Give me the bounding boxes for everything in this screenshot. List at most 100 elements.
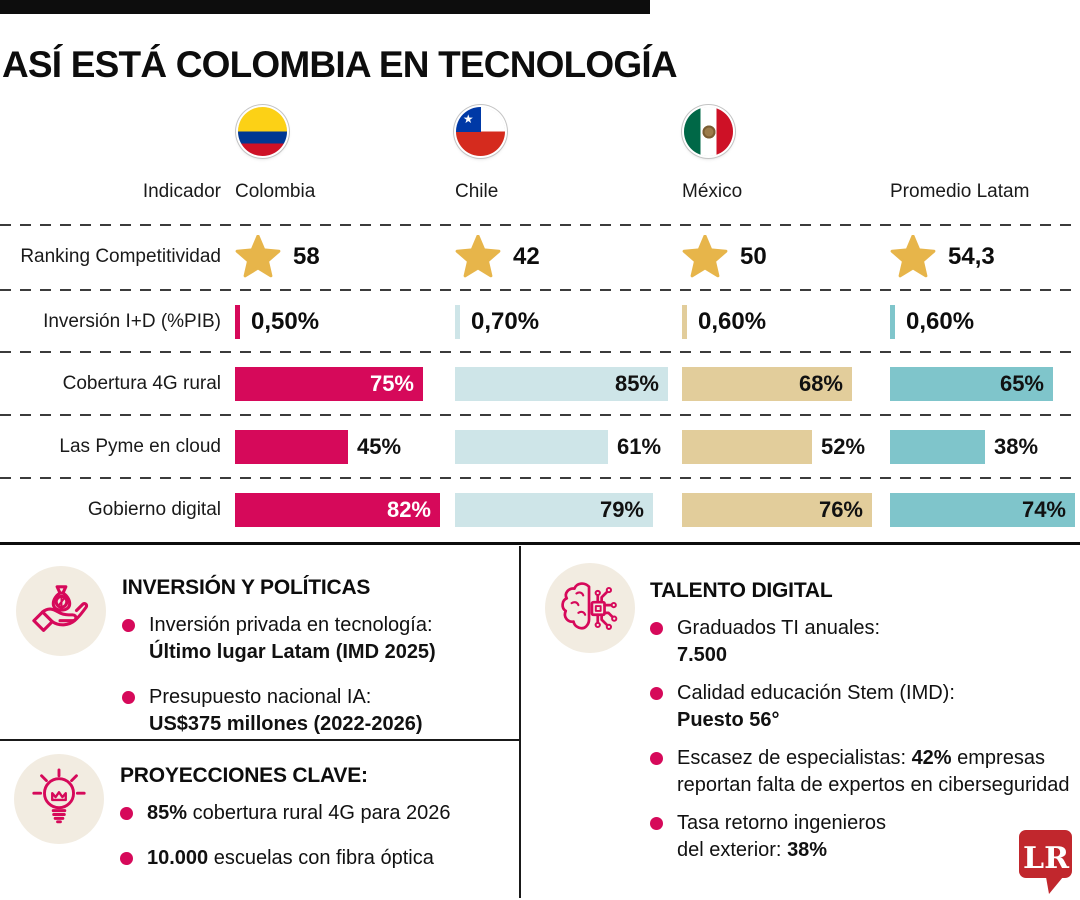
- lightbulb-icon: [14, 754, 104, 844]
- bar: 68%: [682, 367, 852, 401]
- header-chile: Chile: [455, 181, 499, 202]
- bullet-text: 10.000 escuelas con fibra óptica: [147, 847, 434, 869]
- bullet-item: 85% cobertura rural 4G para 2026: [120, 800, 520, 827]
- bar-value-label: 38%: [994, 434, 1039, 459]
- value-cell: 61%: [455, 430, 682, 464]
- value-cell: 82%: [235, 493, 455, 527]
- table-header-row: Indicador Colombia Chile México Promedio…: [0, 178, 1080, 206]
- brain-circuit-icon: [545, 563, 635, 653]
- value-cell: 79%: [455, 493, 682, 527]
- header-colombia: Colombia: [235, 181, 316, 202]
- bullet-text: Presupuesto nacional IA: US$375 millones …: [149, 686, 423, 735]
- tick-mark: [235, 305, 240, 339]
- tick-mark: [682, 305, 687, 339]
- bullet-dot-icon: [120, 852, 133, 865]
- bar-value-label: 45%: [357, 434, 402, 459]
- header-promedio-latam: Promedio Latam: [890, 181, 1030, 202]
- value-cell: 75%: [235, 367, 455, 401]
- bar-value-label: 85%: [614, 371, 659, 396]
- star-icon: [682, 235, 728, 278]
- row-label: Las Pyme en cloud: [59, 436, 221, 457]
- row-divider: [0, 224, 1080, 226]
- bullet-text: Escasez de especialistas: 42% empresas re…: [677, 747, 1070, 796]
- bullet-dot-icon: [650, 622, 663, 635]
- lr-logo: LR: [1018, 828, 1074, 900]
- table-row: Ranking Competitividad 58 42 50 54,3: [0, 226, 1080, 288]
- bar: [235, 430, 348, 464]
- chile-flag-icon: ★: [456, 107, 505, 156]
- value-cell: 45%: [235, 430, 455, 464]
- value-cell: 0,50%: [235, 305, 455, 339]
- bar: [890, 430, 985, 464]
- section-title: PROYECCIONES CLAVE:: [120, 764, 368, 787]
- star-value: 54,3: [948, 243, 995, 270]
- section-divider-line: [0, 542, 1080, 545]
- row-divider: [0, 351, 1080, 353]
- table-row: Cobertura 4G rural 75% 85% 68% 65%: [0, 353, 1080, 415]
- table-row: Gobierno digital 82% 79% 76% 74%: [0, 479, 1080, 541]
- bullet-list: Inversión privada en tecnología: Último l…: [122, 612, 514, 738]
- bullet-item: Tasa retorno ingenieros del exterior: 38%: [650, 810, 1076, 864]
- vertical-divider-line: [519, 546, 521, 898]
- colombia-flag-icon: [238, 107, 287, 156]
- table-row: Las Pyme en cloud 45% 61% 52% 38%: [0, 416, 1080, 478]
- bar-value-label: 61%: [617, 434, 662, 459]
- table-row: Inversión I+D (%PIB) 0,50% 0,70% 0,60% 0,60%: [0, 291, 1080, 353]
- bullet-item: Escasez de especialistas: 42% empresas re…: [650, 745, 1076, 799]
- star-icon: [455, 235, 501, 278]
- value-cell: 54,3: [890, 235, 1080, 279]
- money-hand-icon: [16, 566, 106, 656]
- row-label: Cobertura 4G rural: [62, 373, 221, 394]
- bar: 65%: [890, 367, 1053, 401]
- bar-value-label: 68%: [798, 371, 843, 396]
- bar-value-label: 75%: [369, 371, 414, 396]
- value-cell: 0,60%: [682, 305, 890, 339]
- bullet-dot-icon: [650, 752, 663, 765]
- bullet-item: 10.000 escuelas con fibra óptica: [120, 845, 520, 872]
- mexico-flag-icon: [684, 107, 733, 156]
- bar: [682, 430, 812, 464]
- bullet-text: Graduados TI anuales: 7.500: [677, 617, 881, 666]
- row-label: Inversión I+D (%PIB): [43, 311, 221, 332]
- bar-value-label: 74%: [1021, 497, 1066, 522]
- bullet-dot-icon: [122, 619, 135, 632]
- value-cell: 0,70%: [455, 305, 682, 339]
- tick-mark: [890, 305, 895, 339]
- bullet-text: Inversión privada en tecnología: Último l…: [149, 614, 436, 663]
- tick-value: 0,50%: [251, 308, 320, 335]
- bullet-text: 85% cobertura rural 4G para 2026: [147, 802, 451, 824]
- bullet-dot-icon: [650, 687, 663, 700]
- section-talento-digital: TALENTO DIGITAL Graduados TI anuales: 7.5…: [650, 579, 1076, 875]
- value-cell: 76%: [682, 493, 890, 527]
- tick-value: 0,60%: [906, 308, 975, 335]
- bar-value-label: 65%: [999, 371, 1044, 396]
- bullet-text: Tasa retorno ingenieros del exterior: 38%: [677, 812, 887, 861]
- value-cell: 74%: [890, 493, 1080, 527]
- page-title: ASÍ ESTÁ COLOMBIA EN TECNOLOGÍA: [2, 43, 678, 85]
- row-label: Gobierno digital: [87, 499, 221, 520]
- star-icon: [890, 235, 936, 278]
- bullet-item: Inversión privada en tecnología: Último l…: [122, 612, 514, 666]
- bullet-dot-icon: [120, 807, 133, 820]
- bar: 76%: [682, 493, 872, 527]
- bullet-item: Graduados TI anuales: 7.500: [650, 615, 1076, 669]
- bar: 79%: [455, 493, 653, 527]
- mexico-flag-emblem: [702, 125, 715, 138]
- bar-value-label: 79%: [599, 497, 644, 522]
- value-cell: 50: [682, 235, 890, 279]
- lr-logo-text: LR: [1023, 841, 1070, 876]
- bullet-dot-icon: [122, 691, 135, 704]
- star-icon: [235, 235, 281, 278]
- star-value: 42: [513, 243, 540, 270]
- row-divider: [0, 477, 1080, 479]
- value-cell: 0,60%: [890, 305, 1080, 339]
- bar: 74%: [890, 493, 1075, 527]
- tick-value: 0,60%: [698, 308, 767, 335]
- value-cell: 58: [235, 235, 455, 279]
- chile-flag-star: ★: [456, 107, 481, 132]
- section-inversion-y-politicas: INVERSIÓN Y POLÍTICAS Inversión privada …: [122, 576, 514, 756]
- star-value: 58: [293, 243, 320, 270]
- bullet-list: Graduados TI anuales: 7.500 Calidad educac…: [650, 615, 1076, 864]
- bullet-list: 85% cobertura rural 4G para 2026 10.000 e…: [120, 800, 520, 872]
- bar: 75%: [235, 367, 423, 401]
